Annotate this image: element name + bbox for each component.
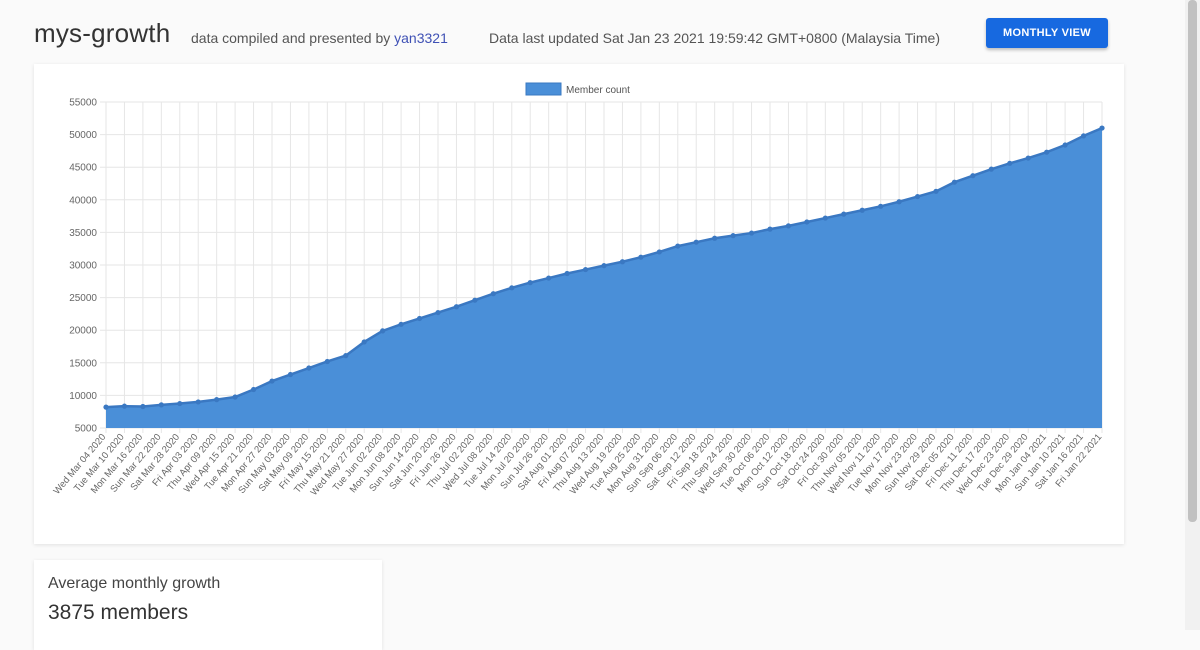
average-growth-card: Average monthly growth 3875 members (34, 560, 382, 650)
data-point[interactable] (287, 371, 294, 378)
data-point[interactable] (564, 270, 570, 277)
average-growth-value: 3875 members (48, 601, 189, 624)
data-point[interactable] (398, 321, 404, 327)
data-point[interactable] (601, 263, 607, 269)
data-point[interactable] (785, 223, 792, 229)
data-point[interactable] (730, 233, 736, 239)
y-axis: 5000 10000 15000 20000 25000 30000 35000 40000 4… (69, 98, 97, 435)
data-point[interactable] (509, 285, 515, 291)
data-point[interactable] (804, 219, 810, 225)
data-point[interactable] (103, 404, 109, 410)
data-point[interactable] (416, 315, 423, 322)
data-point[interactable] (1099, 125, 1105, 131)
monthly-view-button[interactable]: MONTHLY VIEW (986, 18, 1108, 48)
data-point[interactable] (306, 365, 312, 371)
data-point[interactable] (619, 259, 626, 265)
data-point[interactable] (933, 188, 939, 194)
data-point[interactable] (158, 402, 164, 408)
y-tick-label: 40000 (69, 195, 97, 206)
data-point[interactable] (214, 397, 220, 403)
data-point[interactable] (988, 166, 994, 172)
data-point[interactable] (195, 399, 201, 405)
y-tick-label: 55000 (69, 98, 97, 109)
page-title: mys-growth (34, 18, 171, 48)
data-point[interactable] (435, 309, 441, 316)
data-point[interactable] (250, 386, 257, 393)
data-point[interactable] (822, 215, 828, 221)
member-count-chart: 5000 10000 15000 20000 25000 30000 35000 40000 4… (51, 82, 1105, 498)
chart-points-layer (103, 125, 1105, 410)
data-point[interactable] (656, 249, 662, 255)
data-point[interactable] (970, 173, 976, 179)
data-point[interactable] (1062, 142, 1068, 148)
y-tick-label: 5000 (75, 424, 98, 435)
data-point[interactable] (490, 291, 496, 297)
data-point[interactable] (1025, 155, 1031, 161)
data-point[interactable] (324, 358, 330, 365)
data-point[interactable] (951, 179, 958, 185)
legend-swatch (525, 82, 562, 96)
data-point[interactable] (361, 339, 367, 345)
legend-label: Member count (566, 85, 630, 96)
data-point[interactable] (638, 254, 644, 260)
data-point[interactable] (121, 403, 128, 409)
data-point[interactable] (546, 275, 552, 281)
data-point[interactable] (896, 199, 902, 205)
data-point[interactable] (841, 211, 847, 217)
data-point[interactable] (675, 243, 681, 249)
byline: data compiled and presented by yan3321 (191, 30, 448, 46)
series-area (106, 128, 1102, 428)
y-tick-label: 30000 (69, 261, 97, 272)
scrollbar-thumb[interactable] (1188, 0, 1197, 522)
y-tick-label: 35000 (69, 228, 97, 239)
data-point[interactable] (767, 226, 773, 232)
chart-card: 5000 10000 15000 20000 25000 30000 35000 40000 4… (34, 64, 1124, 544)
data-point[interactable] (472, 297, 478, 303)
data-point[interactable] (693, 239, 699, 245)
y-tick-label: 15000 (69, 358, 97, 369)
data-point[interactable] (1044, 149, 1050, 155)
scrollbar[interactable] (1185, 0, 1200, 630)
data-point[interactable] (859, 207, 865, 213)
y-tick-label: 20000 (69, 326, 97, 337)
data-point[interactable] (914, 193, 921, 200)
data-point[interactable] (878, 203, 884, 209)
data-point[interactable] (380, 328, 386, 334)
header-bar: mys-growth data compiled and presented b… (0, 0, 1185, 66)
data-point[interactable] (140, 403, 146, 410)
data-point[interactable] (177, 400, 183, 407)
y-tick-label: 50000 (69, 130, 97, 141)
data-point[interactable] (748, 230, 755, 236)
data-point[interactable] (712, 235, 718, 241)
data-point[interactable] (232, 394, 238, 400)
data-point[interactable] (1080, 133, 1087, 139)
last-updated-text: Data last updated Sat Jan 23 2021 19:59:… (489, 30, 940, 46)
data-point[interactable] (269, 378, 275, 384)
byline-prefix: data compiled and presented by (191, 30, 391, 46)
chart-legend[interactable]: Member count (525, 82, 630, 96)
y-tick-label: 25000 (69, 293, 97, 304)
data-point[interactable] (343, 353, 349, 359)
data-point[interactable] (1007, 160, 1013, 166)
author-link[interactable]: yan3321 (394, 30, 448, 46)
average-growth-label: Average monthly growth (48, 575, 221, 592)
y-tick-label: 10000 (69, 391, 97, 402)
y-tick-label: 45000 (69, 163, 97, 174)
data-point[interactable] (582, 266, 589, 273)
data-point[interactable] (527, 280, 533, 286)
data-point[interactable] (453, 304, 460, 310)
